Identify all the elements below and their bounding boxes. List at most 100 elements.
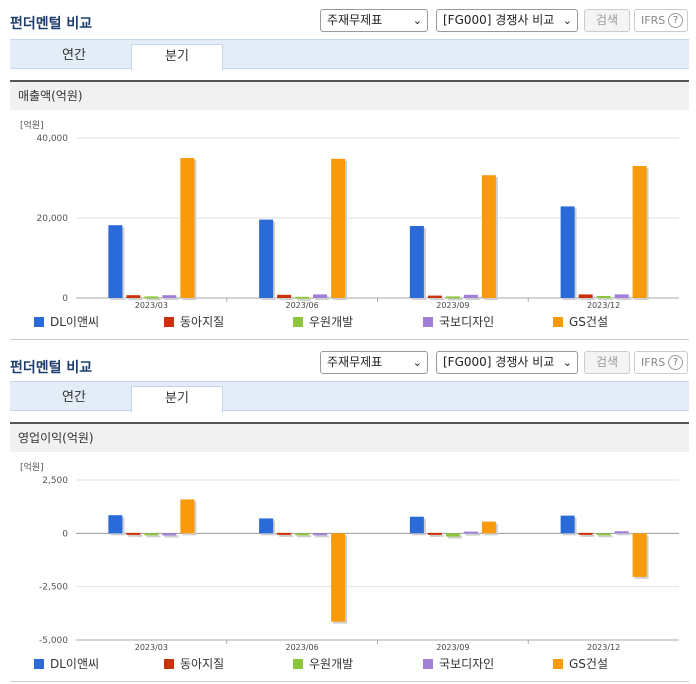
bar-shadow [465,533,480,536]
bar-2-2023/03 [126,295,141,298]
help-icon[interactable]: ? [668,13,683,28]
legend-label: GS건설 [569,315,608,329]
statement-select-value: 주재무제표 [327,13,383,27]
legend-swatch [34,659,44,669]
statement-select[interactable]: 주재무제표 ⌄ [320,9,428,32]
bar-1-2023/09 [409,226,424,298]
bar-5-2023/06 [331,158,346,298]
bar-2-2023/06 [277,294,292,298]
bar-shadow [580,534,595,537]
legend-item-dongah[interactable]: 동아지질 [164,656,224,672]
bar-4-2023/06 [313,533,328,536]
bar-5-2023/12 [632,166,647,298]
bar-3-2023/06 [295,296,310,299]
bar-4-2023/12 [614,531,629,534]
y-tick-label: 20,000 [37,214,69,224]
compare-select[interactable]: [FG000] 경쟁사 비교 ⌄ [436,9,578,32]
chevron-down-icon: ⌄ [562,14,572,27]
bar-shadow [128,534,143,537]
x-tick-label: 2023/06 [286,643,319,652]
bar-5-2023/09 [481,521,496,534]
bar-4-2023/03 [162,295,177,298]
ifrs-toggle[interactable]: IFRS ? [634,9,688,32]
y-tick-label: -5,000 [39,636,68,646]
legend-item-kukbo[interactable]: 국보디자인 [423,314,494,330]
legend-label: DL이앤씨 [50,315,100,329]
bar-3-2023/09 [445,296,460,299]
legend-swatch [164,659,174,669]
unit-label: [억원] [20,121,44,131]
legend-item-kukbo[interactable]: 국보디자인 [423,656,494,672]
bar-1-2023/09 [409,516,424,534]
unit-label: [억원] [20,463,44,473]
bar-1-2023/03 [108,225,123,298]
chart-legend: DL이앤씨 동아지질 우원개발 국보디자인 GS건설 [10,656,689,672]
search-button[interactable]: 검색 [584,9,630,32]
operating-profit-chart: 2,500 0 -2,500 -5,000 2023/03 2023/06 2023/09 2… [39,476,679,652]
bar-shadow [447,535,462,539]
bar-4-2023/09 [463,294,478,298]
operating-profit-chart-panel: 영업이익(억원) [억원] 2,500 0 -2,500 -5,000 2023/03 2… [10,422,689,682]
bar-shadow [146,535,161,538]
legend-label: 동아지질 [180,315,225,329]
bar-1-2023/06 [259,518,274,534]
compare-select-value: [FG000] 경쟁사 비교 [443,13,555,27]
bar-5-2023/03 [180,158,195,298]
legend-swatch [423,317,433,327]
bar-shadow [164,535,179,538]
bar-shadow [598,298,613,300]
bar-shadow [315,535,330,538]
compare-select-value: [FG000] 경쟁사 비교 [443,355,555,369]
help-icon[interactable]: ? [668,355,683,370]
bar-3-2023/03 [144,296,159,299]
tab-quarterly[interactable]: 분기 [131,44,223,71]
legend-label: DL이앤씨 [50,657,100,671]
bar-3-2023/09 [445,533,460,537]
legend-item-dl[interactable]: DL이앤씨 [34,656,99,672]
ifrs-label: IFRS [641,14,666,27]
tab-annual[interactable]: 연간 [62,390,86,405]
x-tick-label: 2023/12 [587,643,620,652]
bar-4-2023/12 [614,294,629,298]
legend-item-gs[interactable]: GS건설 [553,656,608,672]
bar-1-2023/03 [108,515,123,534]
compare-select[interactable]: [FG000] 경쟁사 비교 ⌄ [436,351,578,374]
legend-item-dongah[interactable]: 동아지질 [164,314,224,330]
bar-shadow [297,535,312,538]
statement-select[interactable]: 주재무제표 ⌄ [320,351,428,374]
bar-2-2023/09 [427,295,442,298]
chevron-down-icon: ⌄ [412,356,422,369]
x-tick-label: 2023/12 [587,301,620,310]
legend-item-gs[interactable]: GS건설 [553,314,608,330]
tab-quarterly[interactable]: 분기 [131,386,223,413]
bar-3-2023/12 [596,296,611,298]
bar-shadow [297,298,312,301]
chart-header: 매출액(억원) [10,82,689,110]
fundamental-section-2: 펀더멘털 비교 주재무제표 ⌄ [FG000] 경쟁사 비교 ⌄ 검색 IFRS… [0,342,696,684]
tab-annual[interactable]: 연간 [62,48,86,63]
legend-label: GS건설 [569,657,608,671]
legend-item-wonwoo[interactable]: 우원개발 [293,656,353,672]
ifrs-label: IFRS [641,356,666,369]
bar-shadow [279,296,294,300]
bar-shadow [164,297,179,300]
bar-3-2023/03 [144,533,159,536]
ifrs-toggle[interactable]: IFRS ? [634,351,688,374]
revenue-chart-panel: 매출액(억원) [억원] 40,000 20,000 0 2023/03 2023/06… [10,80,689,340]
legend-swatch [553,659,563,669]
legend-item-wonwoo[interactable]: 우원개발 [293,314,353,330]
statement-select-value: 주재무제표 [327,355,383,369]
bar-5-2023/09 [481,175,496,298]
bar-shadow [580,296,595,300]
bar-3-2023/06 [295,533,310,536]
search-button[interactable]: 검색 [584,351,630,374]
bar-2-2023/03 [126,532,141,535]
fundamental-section-1: 펀더멘털 비교 주재무제표 ⌄ [FG000] 경쟁사 비교 ⌄ 검색 IFRS… [10,9,689,340]
x-tick-label: 2023/09 [436,643,469,652]
bar-1-2023/12 [560,515,575,534]
legend-item-dl[interactable]: DL이앤씨 [34,314,99,330]
period-tabs: 연간 분기 [10,39,689,71]
legend-swatch [34,317,44,327]
chart-header: 영업이익(억원) [10,424,689,452]
legend-swatch [293,317,303,327]
